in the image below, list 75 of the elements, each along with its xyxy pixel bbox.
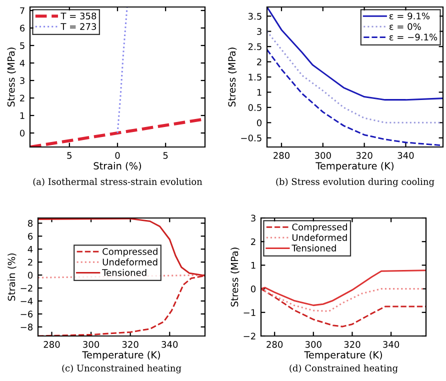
x-tick-label: 300 bbox=[83, 341, 100, 348]
y-tick-label: 0 bbox=[28, 272, 33, 279]
line-series bbox=[261, 270, 426, 306]
x-tick-label: 280 bbox=[274, 152, 290, 159]
y-tick-label: 2 bbox=[251, 238, 256, 246]
legend-label: T = 358 bbox=[60, 12, 96, 20]
text: (c) Unconstrained heating bbox=[62, 364, 182, 374]
legend-label: Undeformed bbox=[292, 234, 347, 241]
x-tick-label: 320 bbox=[356, 152, 372, 159]
x-axis-title: Temperature (K) bbox=[304, 351, 382, 360]
legend-label: ε = 0% bbox=[389, 23, 421, 30]
y-tick-label: 1 bbox=[257, 89, 262, 96]
y-axis-title: Stress (MPa) bbox=[228, 48, 237, 107]
y-tick-label: −1 bbox=[244, 309, 256, 316]
line-series bbox=[261, 288, 426, 328]
x-tick-label: 320 bbox=[122, 341, 138, 348]
y-tick-label: −0.5 bbox=[241, 134, 262, 142]
y-tick-label: 3 bbox=[20, 77, 24, 84]
line-series bbox=[261, 288, 426, 312]
x-tick-label: 340 bbox=[162, 341, 178, 348]
y-tick-label: −4 bbox=[20, 298, 33, 304]
y-tick-label: −2 bbox=[20, 284, 32, 292]
legend-label: Compressed bbox=[292, 223, 347, 232]
x-axis-title: Temperature (K) bbox=[82, 351, 160, 360]
x-tick-label: 0 bbox=[115, 152, 120, 159]
legend-label: Tensioned bbox=[102, 269, 146, 276]
y-axis-title: Strain (%) bbox=[8, 253, 16, 301]
y-tick-label: 6 bbox=[28, 232, 33, 240]
legend-label: ε = −9.1% bbox=[389, 34, 438, 40]
y-tick-label: 7 bbox=[20, 7, 24, 14]
y-tick-label: 4 bbox=[20, 60, 25, 66]
x-tick-label: 340 bbox=[383, 341, 400, 348]
x-tick-label: 340 bbox=[398, 152, 414, 159]
x-axis-title: Temperature (K) bbox=[316, 162, 394, 172]
y-tick-label: 2 bbox=[28, 258, 32, 266]
y-tick-label: 2 bbox=[257, 58, 262, 66]
y-tick-label: 5 bbox=[20, 42, 24, 50]
x-tick-label: 280 bbox=[44, 341, 60, 348]
y-tick-label: 1 bbox=[251, 262, 256, 269]
line-series bbox=[116, 7, 128, 134]
y-tick-label: 4 bbox=[28, 246, 33, 253]
y-tick-label: 6 bbox=[20, 24, 25, 32]
legend-label: Undeformed bbox=[102, 258, 158, 266]
y-tick-label: 1.5 bbox=[248, 74, 262, 81]
y-tick-label: 8 bbox=[28, 220, 33, 227]
text: (d) Constrained heating bbox=[290, 364, 398, 374]
y-axis-title: Stress (MPa) bbox=[7, 48, 16, 107]
text: (b) Stress evolution during cooling bbox=[276, 178, 434, 187]
legend-label: Tensioned bbox=[292, 244, 336, 252]
legend-label: Compressed bbox=[102, 248, 158, 257]
y-tick-label: 2 bbox=[20, 94, 24, 102]
y-tick-label: −2 bbox=[244, 332, 256, 340]
y-tick-label: −6 bbox=[20, 310, 33, 318]
x-tick-label: 300 bbox=[314, 152, 331, 159]
y-tick-label: 3.5 bbox=[248, 12, 262, 20]
x-tick-label: 280 bbox=[266, 341, 283, 348]
x-tick-label: 5 bbox=[163, 152, 168, 159]
x-tick-label: 320 bbox=[344, 341, 360, 348]
legend-label: T = 273 bbox=[60, 23, 96, 30]
y-tick-label: 3 bbox=[257, 28, 262, 35]
y-tick-label: 3 bbox=[251, 214, 256, 222]
y-tick-label: 0 bbox=[256, 119, 262, 126]
y-tick-label: 1 bbox=[20, 112, 24, 119]
x-tick-label: 300 bbox=[305, 341, 322, 348]
x-axis-title: Strain (%) bbox=[94, 162, 142, 171]
y-tick-label: −8 bbox=[20, 324, 33, 330]
y-axis-title: Stress (MPa) bbox=[230, 248, 240, 307]
line-series bbox=[267, 30, 443, 124]
text: (a) Isothermal stress-strain evolution bbox=[33, 178, 202, 186]
legend-label: ε = 9.1% bbox=[389, 12, 430, 20]
y-tick-label: 2.5 bbox=[248, 43, 262, 50]
y-tick-label: 0 bbox=[250, 286, 256, 292]
y-tick-label: 0 bbox=[20, 130, 25, 137]
y-tick-label: 0.5 bbox=[248, 104, 262, 111]
x-tick-label: 5 bbox=[67, 152, 72, 159]
